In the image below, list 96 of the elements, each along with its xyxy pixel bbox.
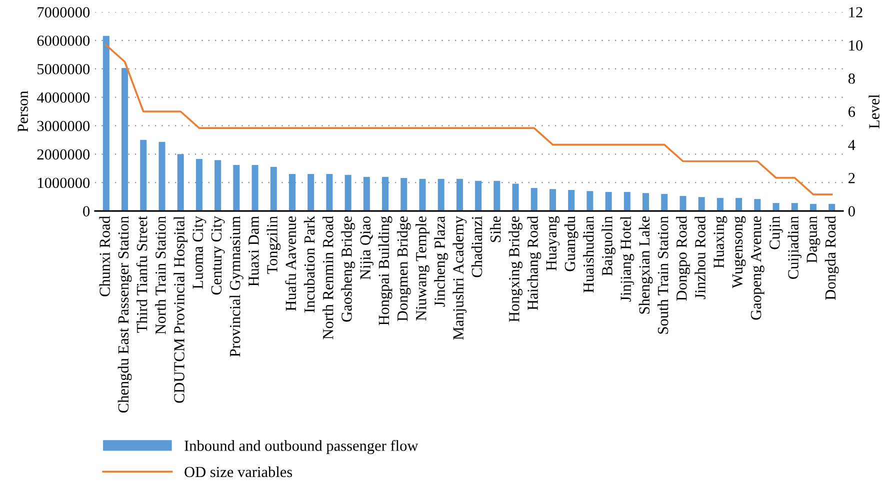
bar [568, 190, 575, 211]
x-tick-label: Sihe [490, 216, 501, 242]
x-tick-label: Nijia Qiao [360, 216, 374, 280]
bar [605, 192, 612, 211]
x-tick-label: Cuijiadian [788, 216, 802, 279]
x-tick-label: Cujin [770, 216, 783, 250]
bar [586, 191, 594, 211]
bar [624, 192, 630, 211]
bar [494, 180, 500, 211]
bar [308, 174, 314, 211]
x-tick-label: Dongpo Road [676, 216, 690, 301]
x-tick-label: Chunxi Road [99, 216, 110, 296]
y2-tick-label: 2 [848, 173, 855, 184]
bar [326, 174, 333, 211]
y-axis-title: Person [18, 90, 28, 132]
y2-axis-title: Level [868, 94, 880, 128]
y2-tick-label: 8 [848, 73, 855, 84]
bar [698, 197, 705, 211]
bar [456, 178, 463, 211]
bar [512, 184, 519, 211]
bar [754, 199, 761, 211]
x-tick-label: Luoma City [192, 216, 206, 289]
bar [233, 164, 240, 211]
y2-tick-label: 0 [848, 206, 855, 216]
y-tick-label: 1000000 [38, 178, 90, 188]
y-tick-label: 7000000 [38, 7, 90, 18]
x-tick-label: Dongda Road [824, 216, 839, 300]
x-tick-label: Chengdu East Passenger Station [118, 216, 132, 413]
bar [363, 176, 370, 211]
bar [438, 178, 444, 211]
x-tick-label: Shengxian Lake [638, 216, 653, 314]
x-tick-label: Hongpai Building [378, 216, 392, 326]
x-tick-label: Tongzilin [266, 216, 281, 274]
x-tick-label: Century City [211, 216, 225, 295]
x-tick-label: Chadianzi [471, 216, 482, 278]
x-tick-label: Huafu Aavenue [285, 216, 296, 311]
x-tick-label: Haichang Road [527, 216, 542, 310]
bar [382, 176, 389, 211]
bar [177, 154, 184, 211]
bar [158, 142, 166, 211]
x-tick-label: Hongxing Bridge [508, 216, 522, 322]
x-tick-label: Jinjiang Hotel [620, 216, 634, 302]
x-tick-label: Huaxing [714, 216, 728, 268]
y2-tick-label: 12 [849, 7, 862, 18]
legend-label: Inbound and outbound passenger flow [184, 440, 418, 454]
bar [122, 68, 128, 211]
y-tick-label: 6000000 [37, 36, 90, 46]
bar [102, 36, 110, 211]
y-tick-label: 4000000 [36, 92, 90, 103]
x-tick-label: Niuwang Temple [416, 216, 430, 321]
x-tick-label: North Train Station [155, 216, 166, 334]
y-tick-label: 3000000 [37, 120, 90, 132]
y-tick-label: 2000000 [37, 149, 90, 160]
x-tick-label: South Train Station [657, 216, 668, 334]
bar [252, 164, 258, 211]
x-tick-label: Huayang [546, 216, 560, 271]
bar [549, 189, 556, 211]
x-tick-label: Provincial Gymnasium [229, 216, 244, 357]
line-series [105, 44, 833, 196]
x-tick-label: CDUTCM Provincial Hospital [174, 216, 188, 403]
x-tick-label: Daguan [806, 216, 820, 263]
y-tick-label: 0 [83, 206, 90, 216]
bar [475, 180, 482, 211]
bar [288, 174, 296, 211]
x-tick-label: Gaosheng Bridge [341, 216, 356, 322]
bar [344, 174, 352, 211]
x-tick-label: Huaxi Dam [248, 216, 259, 286]
bar [214, 160, 222, 211]
bar [716, 198, 724, 211]
bar [530, 188, 538, 211]
x-tick-label: Guangdu [564, 216, 578, 272]
x-tick-label: Manjushri Academy [452, 216, 467, 340]
x-tick-label: Huaishudian [583, 216, 594, 293]
bar [642, 193, 650, 211]
bar [419, 178, 426, 211]
bar [140, 140, 147, 211]
legend-label: OD size variables [184, 466, 292, 478]
y2-tick-label: 10 [849, 40, 863, 51]
x-tick-label: Jinzhou Road [694, 216, 706, 300]
bar [661, 194, 668, 211]
x-tick-label: Dongmen Bridge [396, 216, 411, 322]
bar [196, 158, 202, 211]
y2-tick-label: 6 [848, 106, 856, 117]
bar [270, 166, 277, 211]
bar [736, 198, 742, 211]
x-tick-label: Wugensong [732, 216, 746, 288]
x-tick-label: Third Tianfu Street [136, 216, 148, 333]
x-tick-label: Gaopeng Avenue [750, 216, 764, 320]
x-tick-label: North Renmin Road [322, 216, 334, 340]
y-tick-label: 5000000 [38, 64, 90, 74]
x-tick-label: Baiguolin [602, 216, 616, 276]
x-tick-label: Jincheng Plaza [434, 216, 448, 307]
bar [680, 196, 686, 211]
y2-tick-label: 4 [848, 140, 856, 150]
bar [400, 178, 408, 211]
x-tick-label: Incubation Park [304, 216, 315, 312]
